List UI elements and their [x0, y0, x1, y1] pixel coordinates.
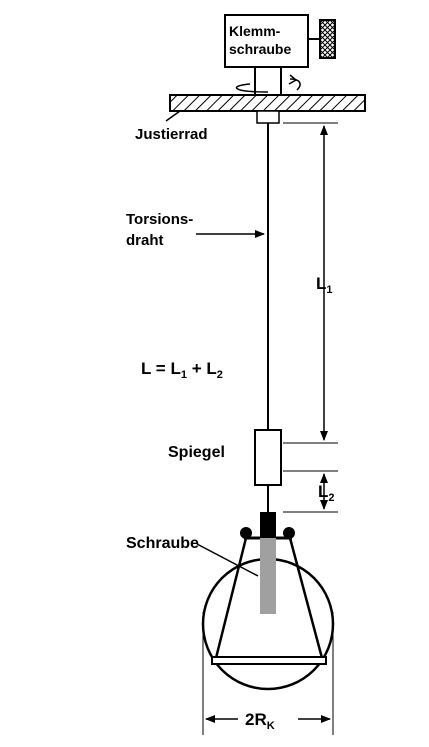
clamp-neck: [254, 66, 282, 96]
rotation-arrow-icon: [235, 78, 301, 93]
l1-label: L1: [316, 274, 333, 296]
length-formula: L = L1 + L2: [141, 359, 223, 381]
clamp-screw-housing: [224, 14, 309, 68]
mirror-label: Spiegel: [168, 444, 225, 461]
screw-label: Schraube: [126, 535, 199, 552]
justierrad-leader-line: [165, 110, 181, 122]
holder-base-plate: [211, 656, 327, 665]
mirror: [254, 429, 282, 486]
clamp-screw: Klemm- schraube: [224, 14, 336, 68]
screw-rod: [260, 538, 276, 614]
screw-head: [260, 512, 276, 538]
holder-right-knob: [283, 527, 295, 539]
diameter-label: 2RK: [245, 710, 275, 732]
l2-label: L2: [318, 482, 335, 504]
clamp-screw-knob: [319, 19, 336, 59]
torsion-wire-label-line2: draht: [126, 232, 164, 249]
clamp-screw-label-line2: schraube: [229, 41, 291, 57]
holder-left-knob: [240, 527, 252, 539]
adjustment-wheel: [169, 94, 366, 112]
screw-label-leader-line: [196, 543, 259, 577]
clamp-screw-label-line1: Klemm-: [229, 23, 281, 39]
adjustment-wheel-label: Justierrad: [135, 126, 208, 143]
holder-left-arm: [214, 537, 248, 659]
holder-right-arm: [288, 537, 324, 659]
adjustment-wheel-hub: [256, 110, 280, 124]
torsion-wire-label-line1: Torsions-: [126, 211, 193, 228]
rotation-arrowhead-icon: [288, 74, 298, 85]
